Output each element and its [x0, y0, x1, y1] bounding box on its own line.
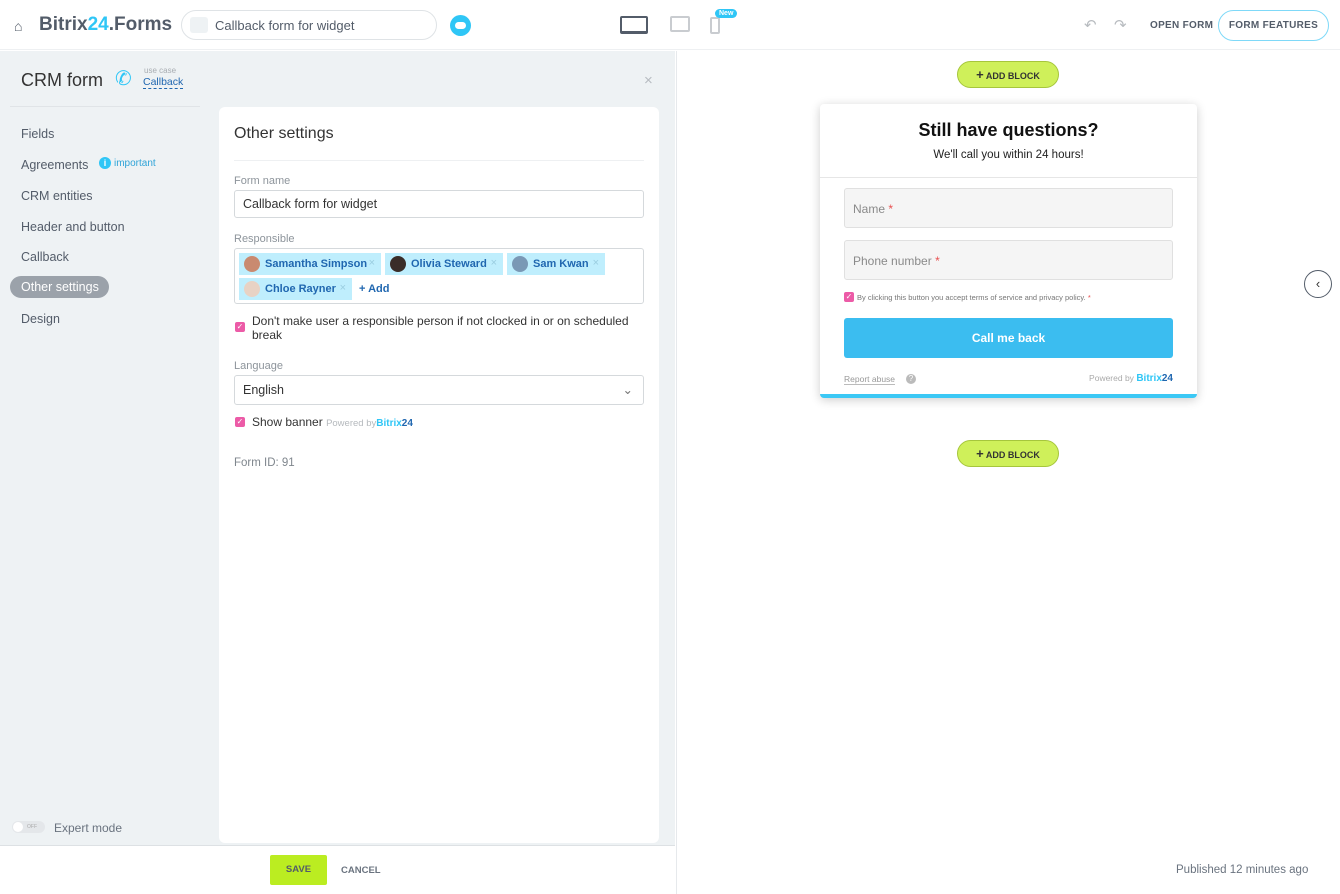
avatar [244, 256, 260, 272]
responsible-chip: Samantha Simpson × [239, 253, 381, 275]
remove-icon[interactable]: × [490, 257, 497, 269]
form-subtitle: We'll call you within 24 hours! [933, 149, 1084, 161]
use-case-link[interactable]: Callback [143, 76, 184, 89]
language-label: Language [234, 360, 283, 372]
name-input[interactable]: Name * [844, 188, 1173, 228]
remove-icon[interactable]: × [592, 257, 599, 269]
other-settings-card [219, 107, 659, 843]
mobile-icon[interactable] [710, 17, 720, 34]
sidebar-item-callback[interactable]: Callback [21, 250, 69, 264]
app-logo: Bitrix24.Forms [39, 14, 173, 35]
tablet-icon[interactable] [670, 16, 690, 32]
form-title: Still have questions? [918, 120, 1099, 140]
form-id: Form ID: 91 [234, 457, 295, 469]
call-me-back-button[interactable]: Call me back [844, 318, 1173, 358]
help-icon[interactable]: ? [906, 374, 916, 384]
collapse-chevron-left-icon[interactable]: ‹ [1304, 270, 1332, 298]
remove-icon[interactable]: × [368, 257, 375, 269]
divider [234, 160, 644, 161]
info-icon: i [99, 157, 111, 169]
add-block-button[interactable]: + ADD BLOCK [957, 440, 1059, 467]
avatar [512, 256, 528, 272]
responsible-chip: Olivia Steward × [385, 253, 503, 275]
add-responsible-button[interactable]: + Add [359, 283, 390, 295]
show-banner-label: Show banner Powered byBitrix24 [252, 415, 413, 429]
chevron-down-icon: ⌄ [622, 383, 633, 397]
responsible-chip: Chloe Rayner × [239, 278, 352, 300]
use-case-label: use case [144, 66, 177, 75]
published-status: Published 12 minutes ago [1176, 864, 1309, 876]
dont-make-checkbox[interactable]: ✓ [235, 322, 245, 332]
form-preview-card: Still have questions? We'll call you wit… [820, 104, 1197, 398]
redo-icon[interactable]: ↷ [1114, 17, 1127, 34]
sidebar-item-fields[interactable]: Fields [21, 127, 55, 141]
agree-checkbox[interactable]: ✓ [844, 292, 854, 302]
close-icon[interactable]: × [644, 72, 653, 89]
sidebar-item-crm-entities[interactable]: CRM entities [21, 189, 93, 203]
show-banner-checkbox[interactable]: ✓ [235, 417, 245, 427]
responsible-label: Responsible [234, 233, 295, 245]
save-button[interactable]: SAVE [270, 855, 327, 885]
language-select[interactable]: English ⌄ [234, 375, 644, 405]
desktop-icon[interactable] [620, 16, 648, 34]
form-name-text: Callback form for widget [215, 18, 355, 33]
important-badge: important [114, 158, 156, 169]
responsible-selector[interactable]: Samantha Simpson × Olivia Steward × Sam Kw… [234, 248, 644, 304]
expert-mode-toggle[interactable]: OFF [12, 821, 45, 833]
sidebar-item-agreements[interactable]: Agreements [21, 158, 89, 172]
home-icon[interactable]: ⌂ [14, 18, 23, 34]
remove-icon[interactable]: × [339, 282, 346, 294]
page-title: CRM form [21, 70, 103, 90]
responsible-chip: Sam Kwan × [507, 253, 605, 275]
avatar [390, 256, 406, 272]
add-block-button[interactable]: + ADD BLOCK [957, 61, 1059, 88]
undo-icon[interactable]: ↶ [1084, 17, 1097, 34]
cancel-button[interactable]: CANCEL [341, 865, 381, 876]
sidebar-item-other-settings[interactable]: Other settings [10, 276, 109, 298]
image-icon [190, 17, 208, 33]
sidebar-item-header-and-button[interactable]: Header and button [21, 220, 125, 234]
footer-bar [0, 845, 675, 894]
section-title: Other settings [234, 125, 334, 142]
form-features-button[interactable]: FORM FEATURES [1218, 10, 1329, 41]
agree-label: By clicking this button you accept terms… [857, 293, 1091, 302]
form-name-label: Form name [234, 175, 291, 187]
cloud-icon[interactable] [450, 15, 471, 36]
phone-icon: ✆ [115, 68, 132, 90]
powered-by: Powered by Bitrix24 [1089, 373, 1173, 384]
form-name-field[interactable]: Callback form for widget [181, 10, 437, 40]
dont-make-label: Don't make user a responsible person if … [252, 314, 629, 342]
preview-panel [676, 51, 1340, 894]
report-abuse-link[interactable]: Report abuse [844, 374, 896, 385]
new-badge: New [715, 9, 738, 18]
phone-input[interactable]: Phone number * [844, 240, 1173, 280]
form-name-input[interactable]: Callback form for widget [234, 190, 644, 218]
avatar [244, 281, 260, 297]
open-form-button[interactable]: OPEN FORM [1150, 20, 1214, 31]
expert-mode-label: Expert mode [54, 821, 123, 835]
divider [820, 177, 1197, 178]
sidebar-item-design[interactable]: Design [21, 312, 60, 326]
divider [10, 106, 200, 107]
plus-icon: + [976, 67, 984, 82]
plus-icon: + [976, 446, 984, 461]
